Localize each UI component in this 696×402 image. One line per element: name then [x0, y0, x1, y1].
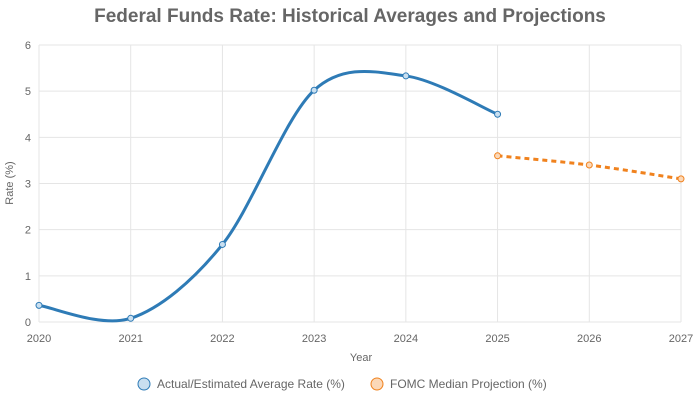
y-tick-label: 6 [25, 40, 31, 52]
x-tick-label: 2020 [27, 333, 51, 345]
y-tick-label: 3 [25, 179, 31, 191]
axis-ticks: 0 1 2 3 4 5 6 2020 2021 2022 2023 2024 2025 2026 2027 [25, 40, 693, 345]
x-axis-label: Year [350, 352, 373, 364]
x-tick-label: 2021 [118, 333, 142, 345]
legend-item[interactable]: Actual/Estimated Average Rate (%) [137, 377, 345, 391]
data-point[interactable] [585, 161, 593, 169]
legend-label: Actual/Estimated Average Rate (%) [157, 377, 345, 391]
legend: Actual/Estimated Average Rate (%) FOMC Me… [137, 377, 547, 391]
legend-item[interactable]: FOMC Median Projection (%) [370, 377, 547, 391]
legend-swatch [370, 377, 384, 391]
legend-swatch [137, 377, 151, 391]
series-0 [35, 69, 502, 323]
x-tick-label: 2024 [394, 333, 418, 345]
series-1 [494, 152, 685, 183]
series [35, 69, 685, 323]
x-tick-label: 2025 [485, 333, 509, 345]
y-tick-label: 0 [25, 317, 31, 329]
series-line [37, 69, 500, 323]
data-point[interactable] [402, 72, 410, 80]
data-point[interactable] [677, 175, 685, 183]
y-axis-label: Rate (%) [4, 161, 16, 204]
y-tick-label: 4 [25, 132, 31, 144]
data-point[interactable] [494, 110, 502, 118]
y-tick-label: 5 [25, 86, 31, 98]
x-tick-label: 2022 [210, 333, 234, 345]
data-point[interactable] [494, 152, 502, 160]
data-point[interactable] [127, 314, 135, 322]
data-point[interactable] [35, 301, 43, 309]
x-tick-label: 2026 [577, 333, 601, 345]
grid [38, 44, 682, 323]
x-tick-label: 2027 [669, 333, 693, 345]
y-tick-label: 2 [25, 225, 31, 237]
legend-label: FOMC Median Projection (%) [390, 377, 547, 391]
data-point[interactable] [310, 86, 318, 94]
x-tick-label: 2023 [302, 333, 326, 345]
chart-title: Federal Funds Rate: Historical Averages … [94, 6, 606, 27]
data-point[interactable] [218, 240, 226, 248]
y-tick-label: 1 [25, 271, 31, 283]
